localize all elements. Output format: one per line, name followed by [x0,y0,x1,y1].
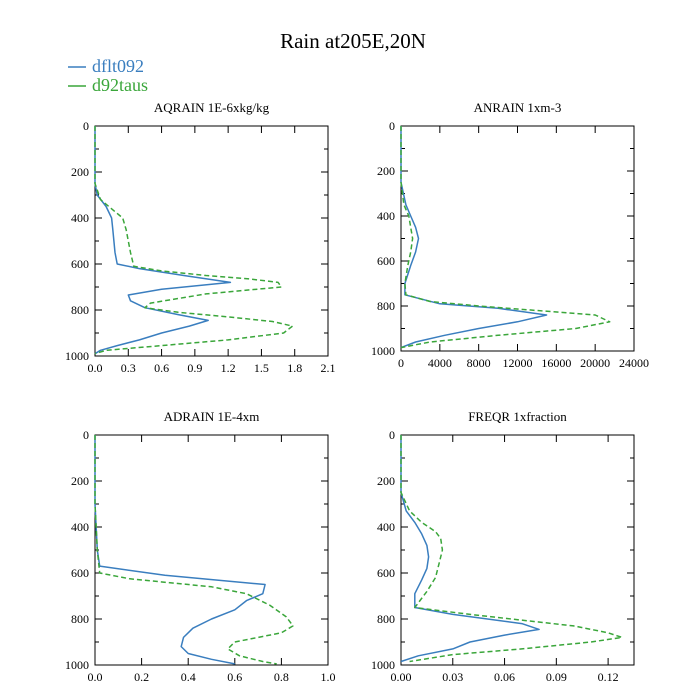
y-tick-label: 800 [71,612,89,626]
panel-title: FREQR 1xfraction [468,409,567,424]
x-tick-label: 0.12 [598,670,619,684]
x-tick-label: 0.6 [227,670,242,684]
legend-label-d92taus: d92taus [92,75,148,95]
y-tick-label: 400 [377,520,395,534]
series-line-dflt092 [94,435,266,665]
y-tick-label: 600 [71,566,89,580]
x-tick-label: 0.8 [274,670,289,684]
series-line-d92taus [400,126,611,349]
x-tick-label: 0.4 [181,670,196,684]
panel-title: ADRAIN 1E-4xm [164,409,260,424]
y-tick-label: 1000 [65,658,89,672]
x-tick-label: 0.0 [88,361,103,375]
x-tick-label: 0.09 [546,670,567,684]
x-tick-label: 0.6 [154,361,169,375]
x-tick-label: 1.2 [221,361,236,375]
y-tick-label: 400 [71,211,89,225]
series-line-d92taus [94,435,294,665]
y-tick-label: 200 [71,474,89,488]
y-tick-label: 400 [71,520,89,534]
x-tick-label: 0.03 [442,670,463,684]
plot-frame [94,125,329,357]
x-tick-label: 2.1 [321,361,336,375]
y-tick-label: 600 [377,254,395,268]
y-tick-label: 200 [377,474,395,488]
x-tick-label: 1.5 [254,361,269,375]
panel-title: AQRAIN 1E-6xkg/kg [154,100,270,115]
figure-title: Rain at205E,20N [280,29,426,53]
legend-label-dflt092: dflt092 [92,56,144,76]
x-tick-label: 0.00 [391,670,412,684]
y-tick-label: 800 [377,299,395,313]
y-tick-label: 400 [377,209,395,223]
y-tick-label: 200 [377,164,395,178]
x-tick-label: 0.9 [187,361,202,375]
plot-frame [94,434,329,666]
y-tick-label: 800 [377,612,395,626]
x-tick-label: 4000 [428,356,452,370]
x-tick-label: 0.3 [121,361,136,375]
y-tick-label: 0 [83,119,89,133]
series-line-dflt092 [400,435,540,663]
y-tick-label: 0 [389,428,395,442]
series-line-d92taus [94,126,294,355]
y-tick-label: 1000 [65,349,89,363]
y-tick-label: 800 [71,303,89,317]
x-tick-label: 24000 [619,356,649,370]
series-line-dflt092 [94,126,232,355]
plot-frame [400,125,635,352]
x-tick-label: 12000 [503,356,533,370]
y-tick-label: 0 [83,428,89,442]
series-line-dflt092 [400,126,548,349]
plot-frame [400,434,635,666]
x-tick-label: 0 [398,356,404,370]
x-tick-label: 16000 [541,356,571,370]
y-tick-label: 1000 [371,344,395,358]
y-tick-label: 600 [377,566,395,580]
x-tick-label: 0.06 [494,670,515,684]
series-line-d92taus [400,435,623,663]
legend: dflt092 d92taus [68,56,148,95]
x-tick-label: 0.0 [88,670,103,684]
x-tick-label: 8000 [467,356,491,370]
y-tick-label: 200 [71,165,89,179]
x-tick-label: 20000 [580,356,610,370]
y-tick-label: 600 [71,257,89,271]
x-tick-label: 1.0 [321,670,336,684]
x-tick-label: 1.8 [287,361,302,375]
x-tick-label: 0.2 [134,670,149,684]
y-tick-label: 0 [389,119,395,133]
panel-title: ANRAIN 1xm-3 [474,100,562,115]
y-tick-label: 1000 [371,658,395,672]
